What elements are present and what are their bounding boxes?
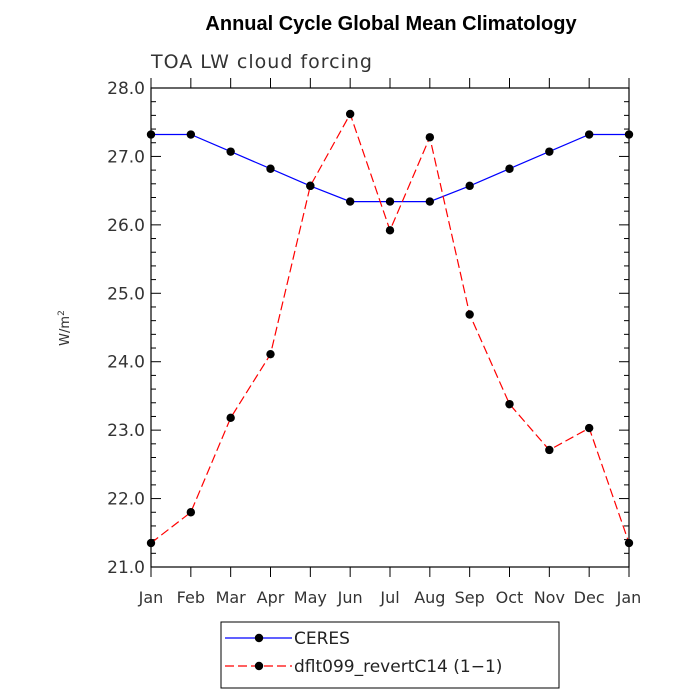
- series-1-point: [226, 147, 235, 156]
- x-tick-label: Dec: [574, 588, 605, 607]
- y-tick-label: 22.0: [107, 490, 145, 510]
- x-tick-label: Feb: [177, 588, 205, 607]
- series-2-point: [306, 181, 315, 191]
- x-tick-label: Mar: [216, 588, 247, 607]
- series-1-point: [465, 181, 474, 191]
- x-axis: Jan Feb Mar Apr May Jun Jul Aug Sep Oct Nov Dec Jan: [138, 78, 642, 607]
- y-tick-label: 26.0: [107, 216, 145, 236]
- legend-marker-2: [254, 661, 264, 671]
- series-1-point: [146, 130, 156, 139]
- series-2-point: [226, 413, 235, 423]
- y-tick-label: 23.0: [107, 421, 145, 441]
- y-tick-label: 21.0: [107, 558, 145, 578]
- x-tick-label: Jan: [138, 588, 164, 607]
- series-2-point: [505, 399, 514, 409]
- y-axis-label: W/m2: [57, 310, 73, 346]
- series-line-2: [150, 112, 630, 544]
- chart-title: Annual Cycle Global Mean Climatology: [205, 13, 577, 35]
- series-2-point: [545, 445, 554, 455]
- series-1-point: [505, 164, 514, 173]
- series-1-point: [385, 197, 395, 206]
- legend-label-2: dflt099_revertC14 (1−1): [294, 657, 502, 677]
- series-group: [146, 109, 634, 548]
- y-tick-label: 27.0: [107, 147, 145, 167]
- y-tick-label: 25.0: [107, 284, 145, 304]
- plot-area: 21.0 22.0 23.0 24.0 25.0 26.0 27.0 28.0 Jan Feb M…: [107, 78, 641, 607]
- series-2-point: [584, 423, 594, 433]
- series-2-point: [345, 109, 355, 119]
- x-tick-label: Nov: [534, 588, 565, 607]
- series-2-point: [266, 349, 275, 359]
- y-tick-label: 24.0: [107, 353, 145, 373]
- legend-marker-1: [254, 633, 264, 643]
- series-2-point: [624, 538, 634, 548]
- chart-subtitle: TOA LW cloud forcing: [150, 51, 373, 73]
- x-tick-label: Aug: [414, 588, 445, 607]
- plot-frame: [150, 87, 630, 568]
- series-1-point: [266, 164, 275, 173]
- legend: CERES dflt099_revertC14 (1−1): [220, 621, 560, 689]
- series-line-1: [151, 133, 629, 203]
- x-tick-label: May: [294, 588, 327, 607]
- legend-items: CERES dflt099_revertC14 (1−1): [225, 629, 502, 677]
- legend-box: [220, 621, 560, 689]
- series-1-point: [186, 130, 196, 139]
- series-1-point: [545, 147, 554, 156]
- x-tick-label: Jul: [379, 588, 399, 607]
- y-tick-label: 28.0: [107, 79, 145, 99]
- series-1-point: [584, 130, 594, 139]
- series-1-point: [425, 197, 435, 206]
- series-2-point: [385, 226, 395, 235]
- series-2-point: [146, 538, 156, 548]
- series-2-point: [186, 508, 196, 517]
- y-axis-label-superscript: 2: [57, 310, 67, 316]
- series-2-point: [425, 133, 435, 142]
- x-tick-label: Jun: [337, 588, 363, 607]
- x-tick-label: Jan: [616, 588, 642, 607]
- x-tick-label: Apr: [257, 588, 285, 607]
- series-2-point: [465, 310, 474, 319]
- y-axis: 21.0 22.0 23.0 24.0 25.0 26.0 27.0 28.0: [107, 79, 629, 578]
- legend-label-1: CERES: [294, 629, 350, 649]
- x-tick-label: Sep: [455, 588, 485, 607]
- y-axis-label-text: W/m: [58, 316, 73, 346]
- series-1-point: [345, 197, 355, 206]
- series-1-point: [624, 130, 634, 139]
- x-tick-label: Oct: [496, 588, 524, 607]
